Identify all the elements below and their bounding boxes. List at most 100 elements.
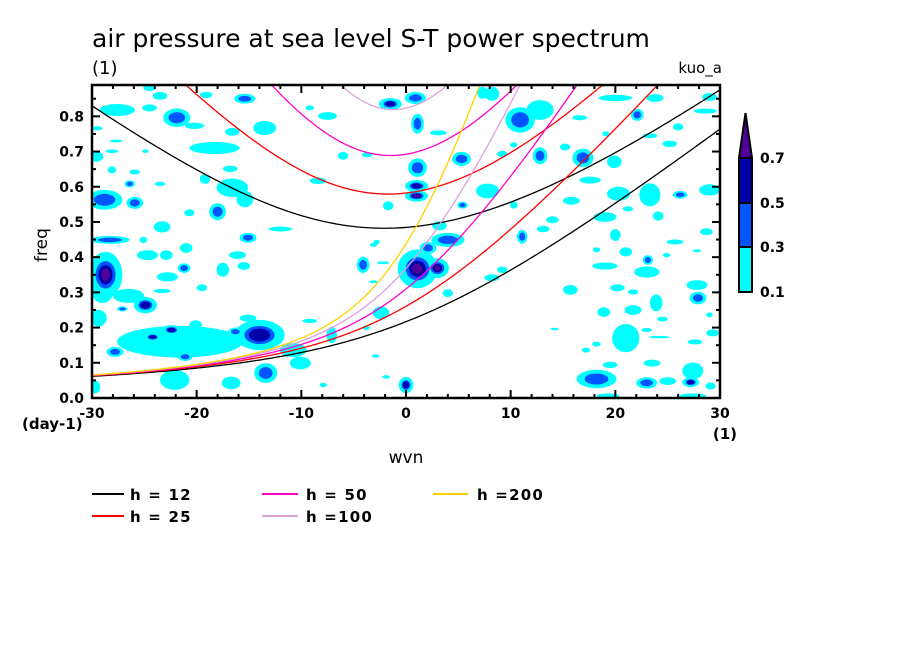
dispersion-curve-mixed-rossby-gravity-h50 xyxy=(92,85,578,377)
contour-patch-level-1 xyxy=(693,108,717,114)
contour-patch-level-1 xyxy=(476,183,500,199)
contour-patch-level-1 xyxy=(142,149,149,153)
contour-patch-level-1 xyxy=(607,155,622,169)
contour-patch-level-1 xyxy=(92,126,103,131)
contour-patch-level-1 xyxy=(597,307,611,317)
contour-patch-level-1 xyxy=(602,361,618,369)
contour-patch-level-1 xyxy=(477,86,488,99)
contour-patch-level-1 xyxy=(189,320,202,330)
colorbar-outline xyxy=(738,112,753,293)
y-tick-label: 0.2 xyxy=(59,321,84,337)
contour-patch-level-3 xyxy=(149,335,157,339)
contour-patch-level-1 xyxy=(686,280,708,290)
legend-label: h =100 xyxy=(306,508,373,526)
x-tick-label: 20 xyxy=(606,406,626,422)
dispersion-curve-inertia-gravity-h12 xyxy=(92,89,720,229)
contour-patch-level-1 xyxy=(593,212,617,222)
chart-title: air pressure at sea level S-T power spec… xyxy=(92,24,650,53)
colorbar-swatch-level-3 xyxy=(739,158,752,203)
legend-item-h50: h = 50 xyxy=(262,486,367,504)
contour-patch-level-1 xyxy=(510,142,518,148)
contour-patch-level-1 xyxy=(624,305,642,315)
contour-patch-level-2 xyxy=(231,329,240,335)
contour-patch-level-1 xyxy=(657,316,668,322)
contour-patch-level-1 xyxy=(185,122,205,129)
contour-patch-level-2 xyxy=(212,206,223,217)
contour-patch-level-1 xyxy=(706,312,713,318)
contour-patch-level-2 xyxy=(409,94,422,102)
legend-label: h = 12 xyxy=(130,486,192,504)
contour-patch-level-1 xyxy=(152,92,168,100)
contour-patch-level-1 xyxy=(706,329,719,337)
contour-patch-level-2 xyxy=(675,192,685,198)
x-tick-label: 0 xyxy=(401,406,411,422)
contour-patch-level-1 xyxy=(199,174,211,184)
contour-patch-level-1 xyxy=(662,253,671,258)
dispersion-curves xyxy=(92,85,720,378)
contour-patch-level-4 xyxy=(101,268,110,281)
contour-patch-level-1 xyxy=(497,266,508,273)
legend-item-h100: h =100 xyxy=(262,508,373,526)
contour-patch-level-1 xyxy=(700,228,713,236)
contour-patch-level-2 xyxy=(258,367,273,379)
colorbar: 0.7 0.5 0.3 0.1 xyxy=(738,112,785,301)
contour-patch-level-1 xyxy=(154,181,166,186)
contour-patch-level-1 xyxy=(627,289,639,295)
contour-patch-level-4 xyxy=(413,194,420,198)
contour-patch-level-1 xyxy=(646,94,664,102)
contour-patch-level-1 xyxy=(705,382,716,390)
contour-patch-level-1 xyxy=(610,229,621,241)
units-label: (1) xyxy=(92,58,118,79)
contour-patch-level-1 xyxy=(302,318,318,323)
contour-patch-level-2 xyxy=(168,112,185,124)
contour-patch-level-1 xyxy=(598,94,632,102)
contour-patch-level-1 xyxy=(109,139,123,143)
contour-patch-level-1 xyxy=(581,347,591,353)
contour-patch-level-1 xyxy=(369,280,378,284)
contour-patch-level-1 xyxy=(649,294,663,312)
contour-patch-level-1 xyxy=(692,249,702,253)
colorbar-label: 0.3 xyxy=(760,240,785,256)
contour-patch-level-1 xyxy=(99,104,135,116)
contour-patch-level-1 xyxy=(536,225,550,233)
contour-patch-level-1 xyxy=(199,91,213,99)
contour-patch-level-2 xyxy=(459,203,466,208)
contour-patch-level-1 xyxy=(309,177,327,184)
contour-patch-level-1 xyxy=(612,324,640,353)
contour-patch-level-2 xyxy=(437,235,458,245)
y-tick-label: 0.0 xyxy=(59,391,84,407)
x-tick-label: -20 xyxy=(184,406,210,422)
contour-patch-level-1 xyxy=(129,169,141,175)
contour-patch-level-1 xyxy=(484,274,500,282)
contour-patch-level-2 xyxy=(535,150,545,161)
dispersion-curve-inertia-gravity-h25 xyxy=(184,85,604,195)
contour-patch-level-2 xyxy=(238,95,252,102)
contour-patch-level-1 xyxy=(592,262,618,270)
x-tick-label: 10 xyxy=(501,406,521,422)
contour-patch-level-2 xyxy=(511,112,529,128)
contour-patch-level-1 xyxy=(579,176,601,184)
contour-patch-level-2 xyxy=(584,373,609,385)
contour-patch-level-1 xyxy=(382,375,390,379)
contour-patch-level-1 xyxy=(318,112,337,120)
experiment-label: kuo_a xyxy=(678,59,722,78)
contour-patch-level-1 xyxy=(239,314,257,322)
contour-patch-level-2 xyxy=(576,152,590,164)
x-axis-units: (1) xyxy=(713,425,737,443)
dispersion-curve-inertia-gravity-h100 xyxy=(339,85,449,111)
y-tick-label: 0.7 xyxy=(59,145,84,161)
contour-patch-level-1 xyxy=(221,376,241,390)
contour-patch-level-1 xyxy=(196,284,208,292)
contour-patch-level-1 xyxy=(371,354,380,358)
contour-patch-level-1 xyxy=(639,183,661,207)
axis-ticks xyxy=(91,85,721,399)
x-axis-label: wvn xyxy=(389,448,424,468)
contour-patch-level-2 xyxy=(129,199,140,207)
contour-patch-level-1 xyxy=(196,337,214,347)
contour-patch-level-3 xyxy=(248,328,271,342)
contour-patch-level-1 xyxy=(143,85,156,91)
x-tick-label: 30 xyxy=(710,406,730,422)
contour-patch-level-1 xyxy=(289,356,311,370)
